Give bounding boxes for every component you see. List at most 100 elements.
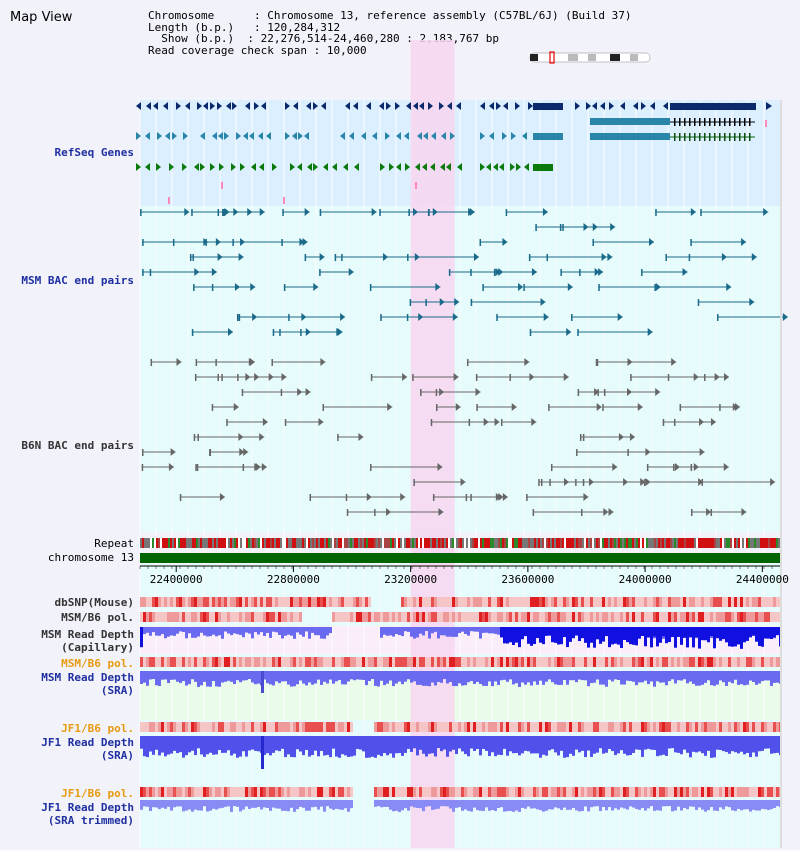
jf1-b6-pol-cell: [764, 787, 767, 797]
msm-sra-depth-bar: [152, 671, 155, 680]
msm-cap-depth-bar: [503, 627, 506, 644]
jf1-b6-pol-cell: [440, 787, 443, 797]
msm-b6-pol-cell: [503, 657, 506, 667]
jf1-sra-depth-bar: [512, 736, 515, 754]
b6n-bac-pair: [596, 403, 602, 411]
dbsnp-cell: [542, 597, 545, 607]
jf1-b6-pol-cell: [200, 787, 203, 797]
msm-bac-pair: [641, 269, 643, 276]
msm-sra-depth-bar: [347, 671, 350, 682]
msm-cap-depth-bar: [191, 627, 194, 638]
msm-b6-pol-cell: [305, 657, 308, 667]
repeat-segment: [568, 538, 570, 548]
track-label-b6n-bac[interactable]: B6N BAC end pairs: [21, 439, 134, 452]
jf1-sra-depth-bar: [647, 736, 650, 749]
msm-b6-pol-cell: [482, 657, 485, 667]
repeat-segment: [280, 538, 282, 548]
msm-b6-pol-cell: [770, 657, 773, 667]
msm-b6-pol-cell: [680, 612, 683, 622]
repeat-segment: [754, 538, 756, 548]
jf1-sra-depth-bar: [539, 736, 542, 758]
dbsnp-cell: [635, 597, 638, 607]
repeat-segment: [154, 538, 156, 548]
repeat-segment: [450, 538, 452, 548]
jf1-trim-depth-bar: [197, 800, 200, 811]
jf1-b6-pol-cell: [614, 787, 617, 797]
jf1-b6-pol-cell: [236, 722, 239, 732]
repeat-segment: [456, 538, 458, 548]
jf1-trim-depth-bar: [188, 800, 191, 810]
msm-sra-depth-bar: [401, 671, 404, 685]
track-label-refseq[interactable]: RefSeq Genes: [54, 146, 134, 159]
repeat-segment: [774, 538, 776, 548]
msm-b6-pol-cell: [365, 657, 368, 667]
dbsnp-cell: [590, 597, 593, 607]
msm-b6-pol-cell: [719, 657, 722, 667]
jf1-b6-pol-cell: [587, 787, 590, 797]
jf1-b6-pol-cell: [299, 722, 302, 732]
jf1-b6-pol-cell: [161, 787, 164, 797]
b6n-bac-pair: [254, 373, 260, 381]
jf1-trim-depth-bar: [404, 800, 407, 809]
msm-b6-pol-cell: [161, 657, 164, 667]
dbsnp-cell: [554, 597, 557, 607]
msm-cap-depth-bar: [161, 627, 164, 635]
msm-cap-depth-bar: [767, 627, 770, 639]
repeat-segment: [374, 538, 376, 548]
dbsnp-cell: [203, 597, 206, 607]
jf1-sra-depth-bar: [215, 736, 218, 755]
dbsnp-cell: [617, 597, 620, 607]
msm-b6-pol-cell: [380, 657, 383, 667]
msm-sra-depth-bar: [290, 671, 293, 687]
track-label-msm-bac[interactable]: MSM BAC end pairs: [21, 274, 134, 287]
dbsnp-cell: [317, 597, 320, 607]
jf1-sra-depth-bar: [296, 736, 299, 750]
msm-b6-pol-cell: [758, 612, 761, 622]
msm-cap-depth-bar: [770, 627, 773, 640]
jf1-trim-depth-bar: [635, 800, 638, 809]
dbsnp-cell: [323, 597, 326, 607]
repeat-segment: [326, 538, 328, 548]
msm-b6-pol-cell: [530, 612, 533, 622]
repeat-segment: [672, 538, 674, 548]
jf1-b6-pol-cell: [242, 722, 245, 732]
gene-arrow: [249, 132, 254, 140]
repeat-segment: [664, 538, 666, 548]
msm-sra-depth-bar: [320, 671, 323, 685]
jf1-b6-pol-cell: [500, 722, 503, 732]
jf1-b6-pol-cell: [770, 787, 773, 797]
msm-cap-depth-bar: [611, 627, 614, 645]
jf1-b6-pol-cell: [536, 722, 539, 732]
repeat-segment: [250, 538, 252, 548]
msm-b6-pol-cell: [344, 612, 347, 622]
jf1-b6-pol-cell: [551, 787, 554, 797]
msm-b6-pol-cell: [269, 657, 272, 667]
msm-b6-pol-cell: [365, 612, 368, 622]
msm-sra-depth-bar: [374, 671, 377, 686]
jf1-b6-pol-cell: [428, 722, 431, 732]
gene-exon: [694, 118, 696, 126]
b6n-bac-pair: [195, 464, 197, 471]
jf1-b6-pol-cell: [326, 722, 329, 732]
msm-bac-pair: [240, 238, 246, 246]
jf1-sra-depth-bar: [233, 736, 236, 754]
gene-arrow: [212, 132, 217, 140]
repeat-segment: [508, 538, 510, 548]
jf1-trim-depth-bar: [518, 800, 521, 812]
msm-b6-pol-cell: [242, 612, 245, 622]
jf1-b6-pol-cell: [524, 722, 527, 732]
msm-b6-pol-cell: [692, 657, 695, 667]
repeat-segment: [298, 538, 300, 548]
msm-b6-pol-cell: [662, 657, 665, 667]
axis-tick-label: 23200000: [384, 573, 438, 586]
dbsnp-cell: [224, 597, 227, 607]
msm-bac-pair: [546, 254, 548, 261]
jf1-trim-depth-bar: [440, 800, 443, 807]
jf1-sra-depth-bar: [293, 736, 296, 758]
gene-arrow: [290, 163, 295, 171]
jf1-trim-depth-bar: [485, 800, 488, 808]
jf1-b6-pol-cell: [461, 722, 464, 732]
repeat-segment: [432, 538, 434, 548]
jf1-sra-depth-bar: [398, 736, 401, 754]
repeat-segment: [284, 538, 286, 548]
